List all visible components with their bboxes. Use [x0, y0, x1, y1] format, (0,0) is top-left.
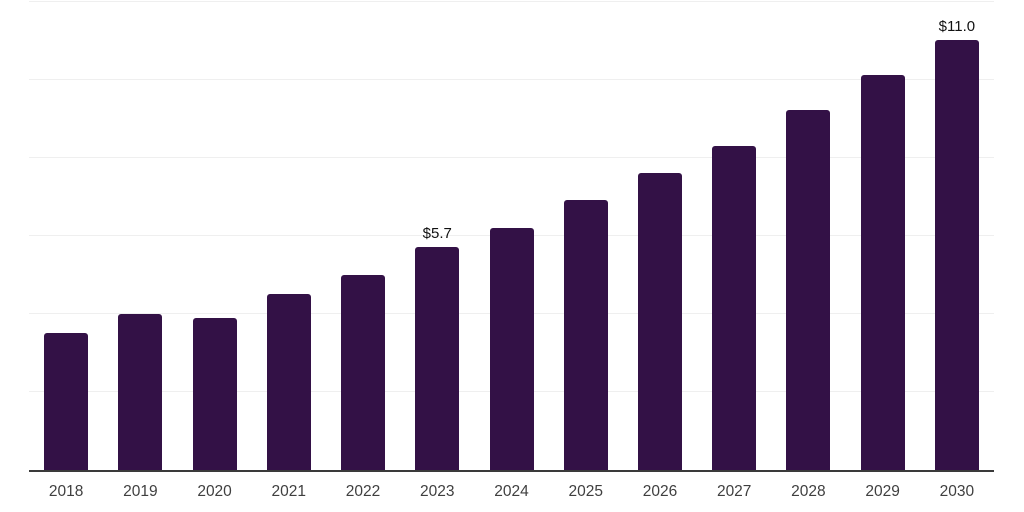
data-label-2030: $11.0 [938, 18, 976, 36]
bar-2028 [786, 110, 831, 470]
x-tick-label-2022: 2022 [345, 483, 381, 500]
bar-2024 [489, 227, 534, 470]
bar-2025 [563, 200, 608, 470]
x-tick-label-2020: 2020 [197, 483, 232, 500]
x-tick-label-2018: 2018 [48, 483, 84, 500]
bar-2022 [341, 274, 386, 470]
x-axis-line [29, 470, 994, 472]
bar-2029 [860, 75, 905, 470]
x-tick-label-2027: 2027 [716, 483, 752, 500]
bar-2026 [637, 172, 682, 470]
bar-2023 [415, 247, 460, 470]
bar-2021 [266, 294, 311, 470]
x-tick-label-2021: 2021 [271, 483, 307, 500]
gridline-12 [29, 0, 994, 2]
x-tick-label-2025: 2025 [568, 483, 603, 500]
x-tick-label-2028: 2028 [791, 483, 826, 500]
gridline-10 [29, 78, 994, 80]
bar-2030 [934, 40, 979, 470]
bar-2027 [712, 145, 757, 470]
x-tick-label-2019: 2019 [123, 483, 158, 500]
x-tick-label-2023: 2023 [420, 483, 455, 500]
x-tick-label-2029: 2029 [865, 483, 900, 500]
x-tick-label-2024: 2024 [494, 483, 529, 500]
bar-2018 [44, 333, 89, 470]
plot-area: $5.7 $11.0 [29, 0, 994, 470]
gridline-8 [29, 156, 994, 158]
data-label-2023: $5.7 [422, 225, 452, 243]
bar-2020 [192, 317, 237, 470]
bar-2019 [118, 313, 163, 470]
x-tick-label-2030: 2030 [939, 483, 975, 500]
x-tick-label-2026: 2026 [642, 483, 678, 500]
